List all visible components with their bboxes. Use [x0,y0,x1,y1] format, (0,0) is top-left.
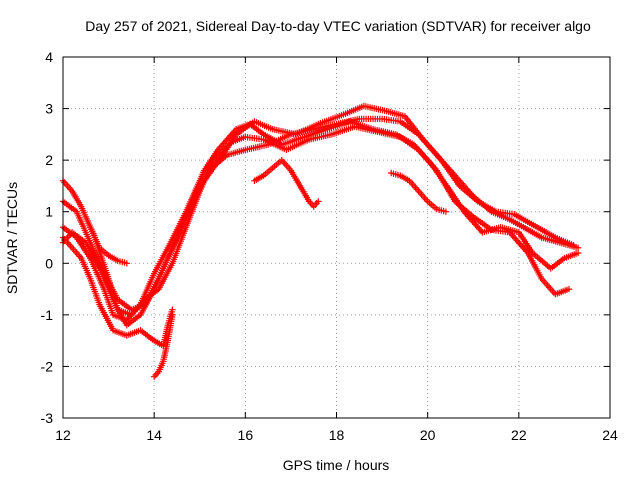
y-tick-label: -1 [41,307,54,323]
series-track-7 [151,311,176,380]
y-tick-label: -2 [41,358,54,374]
y-tick-label: 2 [45,152,53,168]
x-tick-label: 12 [55,427,71,443]
series-markers [251,156,322,210]
y-axis-label: SDTVAR / TECUs [4,182,20,294]
x-axis-label: GPS time / hours [283,457,390,473]
chart-title: Day 257 of 2021, Sidereal Day-to-day VTE… [85,18,591,34]
x-tick-label: 18 [329,427,345,443]
series-track-8 [251,156,322,210]
y-tick-label: 4 [45,49,53,65]
x-tick-label: 24 [602,427,618,443]
series-markers [151,311,176,380]
x-tick-label: 22 [511,427,527,443]
x-tick-label: 16 [238,427,254,443]
y-tick-label: -3 [41,410,54,426]
series-track-9 [388,169,450,215]
y-tick-label: 3 [45,101,53,117]
x-tick-label: 14 [146,427,162,443]
series-track-6 [87,224,130,267]
y-tick-label: 0 [45,255,53,271]
series-markers [87,224,130,267]
x-tick-label: 20 [420,427,436,443]
series-markers [388,169,450,215]
y-tick-label: 1 [45,204,53,220]
